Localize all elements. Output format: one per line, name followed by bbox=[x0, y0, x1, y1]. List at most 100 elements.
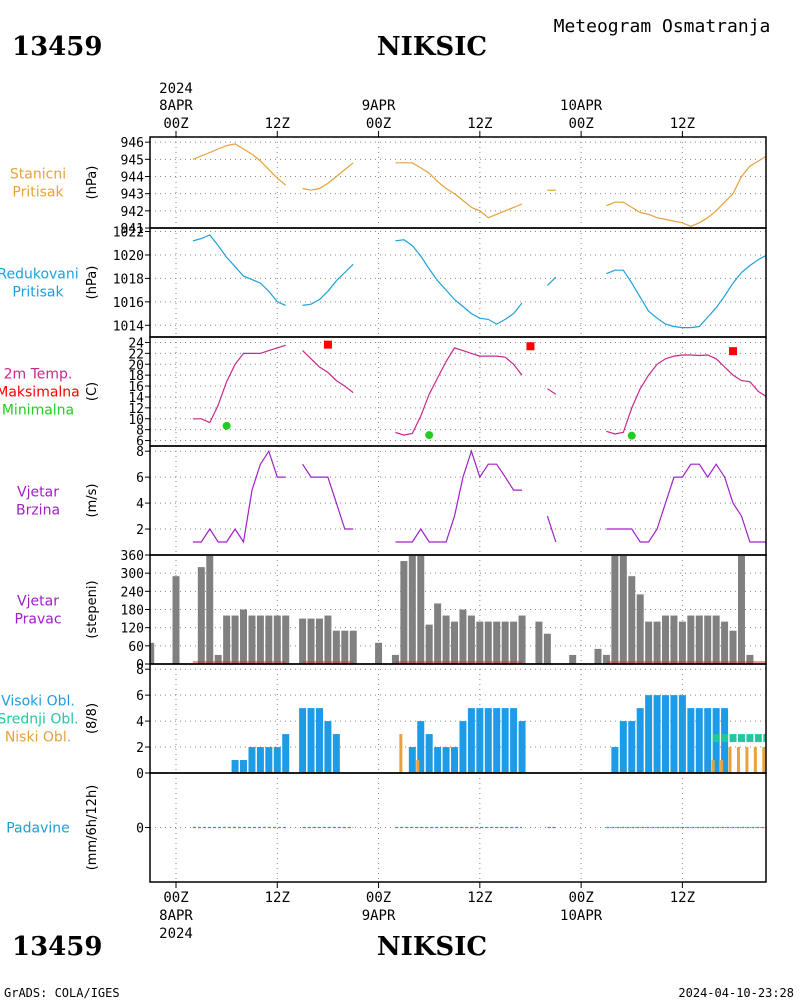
series-line bbox=[546, 515, 557, 543]
cloud-low-bar bbox=[736, 747, 740, 773]
y-tick-label: 2 bbox=[136, 741, 144, 756]
panel-unit-label: (stepeni) bbox=[85, 580, 100, 638]
t-min-marker bbox=[627, 431, 636, 440]
wind-direction-bar bbox=[315, 618, 323, 664]
y-tick-label: 943 bbox=[121, 188, 144, 203]
wind-direction-bar bbox=[510, 621, 518, 664]
cloud-low-bar bbox=[711, 760, 715, 773]
bottom-hour-label: 12Z bbox=[265, 890, 290, 906]
panel-plot-clouds: 0 2 4 6 8 bbox=[136, 663, 767, 782]
wind-direction-bar bbox=[602, 654, 610, 664]
panel-label: 2m Temp. bbox=[4, 367, 73, 383]
cloud-high-bar bbox=[628, 721, 636, 773]
y-tick-label: 18 bbox=[128, 369, 144, 384]
cloud-high-bar bbox=[687, 708, 695, 773]
panel-label: Srednji Obl. bbox=[0, 712, 79, 728]
y-tick-label: 16 bbox=[128, 380, 144, 395]
top-hour-label: 12Z bbox=[265, 116, 290, 132]
panel-unit-label: (m/s) bbox=[85, 484, 100, 518]
top-day-label: 8APR bbox=[159, 98, 193, 114]
panel-label: Stanicni bbox=[10, 167, 66, 183]
cloud-high-bar bbox=[476, 708, 484, 773]
wind-direction-bar bbox=[746, 654, 754, 664]
series-line bbox=[606, 254, 766, 329]
series-line bbox=[606, 354, 766, 435]
wind-direction-bar bbox=[493, 621, 501, 664]
station-name-bottom: NIKSIC bbox=[377, 932, 487, 962]
wind-direction-bar bbox=[729, 630, 737, 664]
wind-direction-bar bbox=[197, 567, 205, 664]
y-tick-label: 4 bbox=[136, 715, 144, 730]
cloud-high-bar bbox=[670, 695, 678, 773]
y-tick-label: 14 bbox=[128, 391, 144, 406]
panel-label: Maksimalna bbox=[0, 385, 80, 401]
cloud-high-bar bbox=[645, 695, 653, 773]
cloud-high-bar bbox=[417, 721, 425, 773]
cloud-high-bar bbox=[510, 708, 518, 773]
y-tick-label: 0 bbox=[136, 822, 144, 837]
panel-data bbox=[192, 143, 766, 227]
panel-unit-label: (hPa) bbox=[85, 166, 100, 200]
y-tick-label: 1018 bbox=[113, 272, 144, 287]
cloud-high-bar bbox=[442, 747, 450, 773]
bottom-day-label: 9APR bbox=[362, 908, 396, 924]
wind-direction-bar bbox=[518, 615, 526, 664]
bottom-day-label: 10APR bbox=[560, 908, 603, 924]
series-line bbox=[302, 162, 354, 191]
panel-plot-precip: 0 bbox=[136, 772, 767, 883]
series-line bbox=[395, 162, 523, 219]
y-tick-label: 1020 bbox=[113, 249, 144, 264]
cloud-low-bar bbox=[762, 747, 766, 773]
panel-unit-label: (C) bbox=[85, 382, 100, 401]
bottom-year-label: 2024 bbox=[159, 926, 193, 942]
cloud-high-bar bbox=[636, 708, 644, 773]
wind-direction-bar bbox=[712, 615, 720, 664]
cloud-high-bar bbox=[273, 747, 281, 773]
series-line bbox=[606, 463, 766, 543]
panel-data bbox=[150, 555, 766, 664]
cloud-high-bar bbox=[248, 747, 256, 773]
cloud-mid-bar bbox=[754, 734, 762, 743]
panel-frame bbox=[149, 772, 767, 883]
series-line bbox=[302, 263, 354, 306]
y-tick-label: 300 bbox=[121, 567, 144, 582]
cloud-high-bar bbox=[307, 708, 315, 773]
top-hour-label: 00Z bbox=[163, 116, 188, 132]
wind-direction-bar bbox=[265, 615, 273, 664]
cloud-mid-bar bbox=[763, 734, 766, 743]
wind-direction-bar bbox=[737, 555, 745, 664]
y-tick-label: 1016 bbox=[113, 296, 144, 311]
cloud-high-bar bbox=[240, 760, 248, 773]
wind-direction-bar bbox=[417, 555, 425, 664]
bottom-day-label: 8APR bbox=[159, 908, 193, 924]
wind-direction-bar bbox=[484, 621, 492, 664]
y-tick-label: 0 bbox=[136, 658, 144, 673]
cloud-low-bar bbox=[416, 760, 420, 773]
top-hour-label: 00Z bbox=[568, 116, 593, 132]
wind-direction-bar bbox=[206, 555, 214, 664]
cloud-high-bar bbox=[408, 747, 416, 773]
cloud-high-bar bbox=[653, 695, 661, 773]
y-tick-label: 10 bbox=[128, 413, 144, 428]
panel-label: Pritisak bbox=[12, 285, 64, 301]
y-tick-label: 180 bbox=[121, 604, 144, 619]
panel-data bbox=[192, 695, 766, 773]
t-max-marker bbox=[729, 347, 738, 356]
wind-direction-bar bbox=[375, 642, 383, 664]
y-tick-label: 8 bbox=[136, 663, 144, 678]
series-line bbox=[546, 276, 557, 286]
cloud-high-bar bbox=[256, 747, 264, 773]
y-tick-label: 22 bbox=[128, 347, 144, 362]
wind-direction-bar bbox=[425, 624, 433, 664]
cloud-low-bar bbox=[753, 747, 757, 773]
wind-direction-bar bbox=[341, 630, 349, 664]
top-day-label: 9APR bbox=[362, 98, 396, 114]
top-hour-label: 12Z bbox=[467, 116, 492, 132]
panel-frame bbox=[149, 336, 767, 447]
y-tick-label: 24 bbox=[128, 336, 144, 351]
panel-label: Vjetar bbox=[17, 485, 59, 501]
series-line bbox=[395, 239, 523, 325]
wind-direction-bar bbox=[695, 615, 703, 664]
series-line bbox=[302, 350, 354, 394]
wind-direction-bar bbox=[670, 615, 678, 664]
